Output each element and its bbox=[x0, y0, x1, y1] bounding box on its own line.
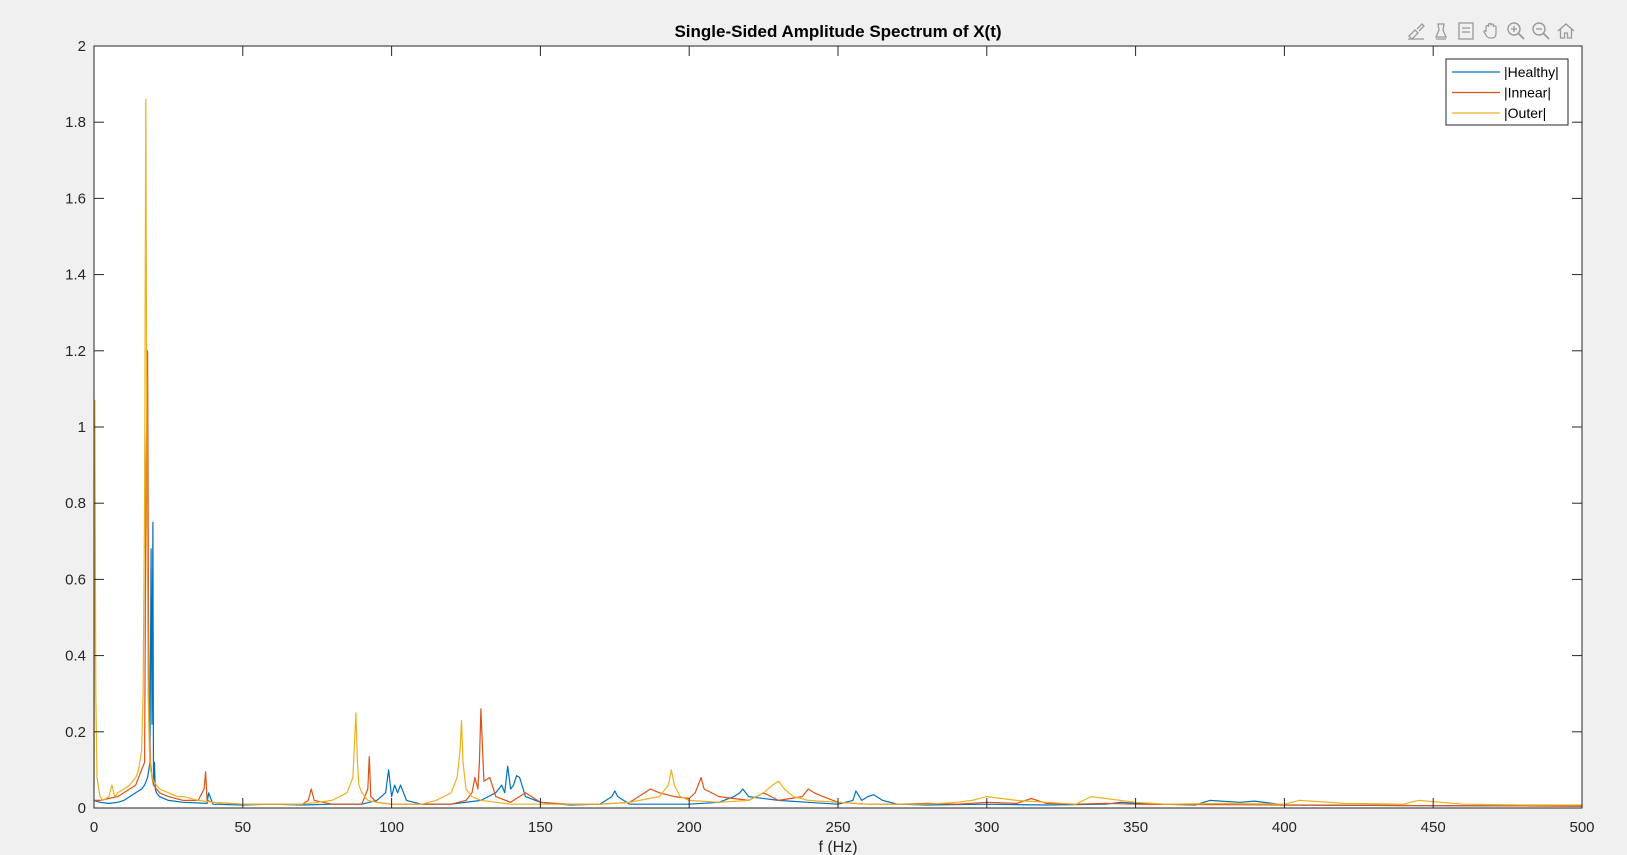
y-tick-label: 0.8 bbox=[65, 495, 86, 512]
zoom-out-icon[interactable] bbox=[1530, 20, 1552, 42]
x-tick-label: 500 bbox=[1569, 819, 1594, 836]
x-tick-label: 450 bbox=[1421, 819, 1446, 836]
axes-toolbar bbox=[1405, 18, 1577, 44]
legend-label: |Outer| bbox=[1504, 105, 1546, 121]
series-line-3 bbox=[93, 98, 1582, 806]
ticks-layer: 0 50 100 150 200 250 300 350 400 450 500 0 0.2 0.4 0.6… bbox=[65, 38, 1594, 836]
x-axis-label: f (Hz) bbox=[818, 839, 857, 855]
y-tick-label: 0.4 bbox=[65, 648, 86, 665]
x-tick-label: 0 bbox=[90, 819, 98, 836]
y-tick-label: 1.4 bbox=[65, 267, 86, 284]
home-icon[interactable] bbox=[1555, 20, 1577, 42]
x-tick-label: 50 bbox=[234, 819, 251, 836]
y-tick-label: 0.6 bbox=[65, 571, 86, 588]
y-tick-label: 1.6 bbox=[65, 190, 86, 207]
x-tick-label: 100 bbox=[379, 819, 404, 836]
pan-hand-icon[interactable] bbox=[1480, 20, 1502, 42]
y-tick-label: 1.2 bbox=[65, 343, 86, 360]
zoom-in-icon[interactable] bbox=[1505, 20, 1527, 42]
x-tick-label: 250 bbox=[825, 819, 850, 836]
series-layer bbox=[93, 98, 1583, 807]
y-tick-label: 0 bbox=[78, 800, 86, 817]
legend-label: |Healthy| bbox=[1504, 64, 1559, 80]
plot-area bbox=[94, 46, 1582, 808]
legend[interactable]: |Healthy| |Innear| |Outer| bbox=[1445, 58, 1569, 126]
datatip-icon[interactable] bbox=[1430, 20, 1452, 42]
chart-title: Single-Sided Amplitude Spectrum of X(t) bbox=[674, 22, 1001, 41]
y-tick-label: 2 bbox=[78, 38, 86, 55]
x-tick-label: 400 bbox=[1272, 819, 1297, 836]
legend-label: |Innear| bbox=[1504, 85, 1551, 101]
legend-icon[interactable] bbox=[1455, 20, 1477, 42]
x-tick-label: 150 bbox=[528, 819, 553, 836]
x-tick-label: 200 bbox=[677, 819, 702, 836]
brush-icon[interactable] bbox=[1405, 20, 1427, 42]
x-tick-label: 300 bbox=[974, 819, 999, 836]
y-tick-label: 1 bbox=[78, 419, 86, 436]
x-tick-label: 350 bbox=[1123, 819, 1148, 836]
y-tick-label: 0.2 bbox=[65, 724, 86, 741]
y-tick-label: 1.8 bbox=[65, 114, 86, 131]
